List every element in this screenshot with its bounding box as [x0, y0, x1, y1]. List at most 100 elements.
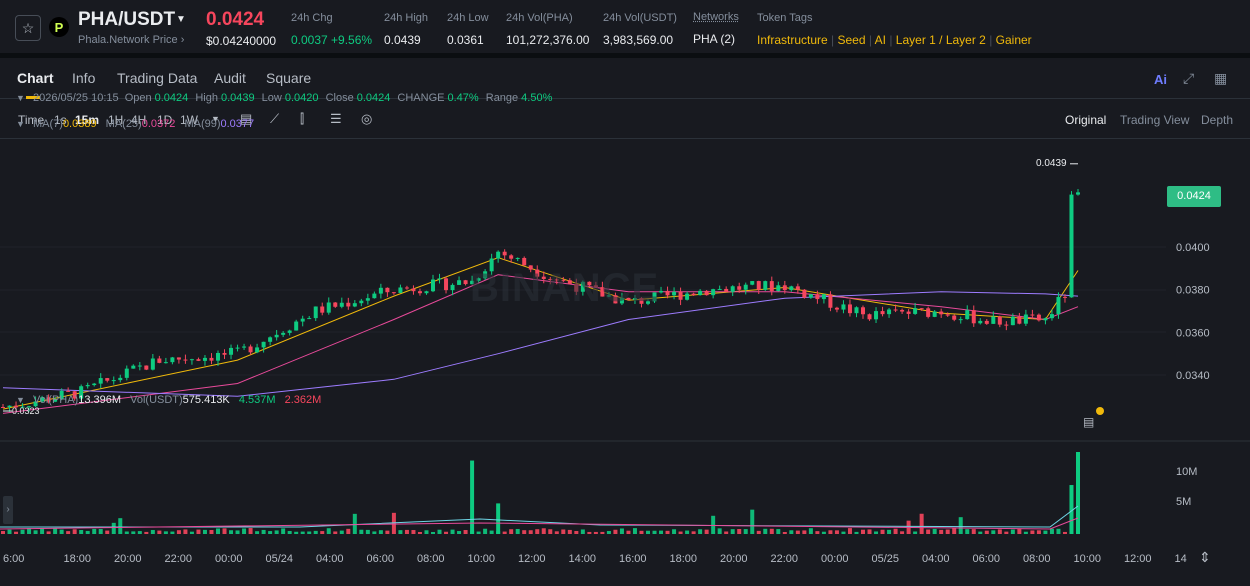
- volume-bar: [782, 531, 787, 534]
- stat-networks[interactable]: Networks PHA (2): [693, 11, 739, 46]
- volume-bar: [463, 530, 468, 534]
- volume-bar: [333, 531, 338, 534]
- time-tick-label: 06:00: [367, 553, 395, 565]
- time-tick-label: 00:00: [215, 553, 243, 565]
- volume-bar: [79, 530, 84, 534]
- indicator-icon[interactable]: ⟋: [270, 111, 280, 126]
- candle-body: [626, 297, 631, 300]
- token-tags: Token Tags Infrastructure | Seed | AI | …: [757, 12, 1032, 47]
- candle-body: [229, 347, 234, 355]
- candle-body: [385, 287, 390, 293]
- volume-bar: [118, 518, 123, 534]
- volume-bar: [665, 530, 670, 534]
- candlestick-chart[interactable]: 0.0400 0.0380 0.0360 0.0340 10M 5M 6:00 18:00 20…: [0, 82, 1250, 586]
- ma99-line: [2, 291, 1079, 397]
- volume-bar: [476, 531, 481, 534]
- volume-bar: [619, 528, 624, 534]
- volume-bar: [385, 530, 390, 534]
- volume-bar: [632, 528, 637, 534]
- tag-infrastructure[interactable]: Infrastructure: [757, 33, 828, 47]
- stat-24h-vol-pha: 24h Vol(PHA) 101,272,376.00: [506, 12, 590, 47]
- time-tick-label: 14:00: [569, 553, 597, 565]
- tab-square[interactable]: Square: [266, 70, 312, 86]
- candle-body: [417, 291, 422, 294]
- candle-body: [1069, 194, 1074, 298]
- volume-bar: [1036, 530, 1041, 534]
- candle-body: [978, 320, 983, 324]
- tab-trading-data[interactable]: Trading Data: [117, 70, 198, 86]
- candle-type-icon[interactable]: ⫿: [300, 111, 305, 126]
- view-trading-view[interactable]: Trading View: [1120, 113, 1190, 127]
- candle-body: [1076, 192, 1080, 195]
- timeframe-1w[interactable]: 1W: [180, 113, 198, 127]
- candle-body: [698, 290, 703, 296]
- tag-gainer[interactable]: Gainer: [995, 33, 1032, 47]
- volume-bar: [945, 529, 950, 534]
- candle-body: [561, 280, 566, 282]
- time-tick-label: 18:00: [670, 553, 698, 565]
- volume-bar: [880, 529, 885, 534]
- volume-bar: [646, 530, 650, 534]
- timeframe-4h[interactable]: 4H: [131, 113, 147, 127]
- candle-body: [483, 271, 488, 279]
- time-tick-label: 05/25: [872, 553, 900, 565]
- volume-bar: [72, 529, 77, 534]
- candle-body: [476, 278, 481, 281]
- candle-body: [828, 294, 833, 308]
- volume-bar: [789, 530, 794, 534]
- tag-ai[interactable]: AI: [874, 33, 886, 47]
- candle-body: [874, 311, 879, 320]
- chart-settings-icon[interactable]: ☰: [330, 111, 342, 126]
- time-label[interactable]: Time: [18, 113, 45, 127]
- candle-body: [984, 320, 989, 324]
- notes-icon[interactable]: ▤: [1083, 415, 1095, 429]
- candle-body: [861, 307, 865, 315]
- time-tick-label: 00:00: [821, 553, 849, 565]
- timeframe-dropdown-icon[interactable]: ▼: [211, 114, 220, 124]
- candle-body: [567, 280, 572, 284]
- candle-body: [900, 309, 905, 312]
- volume-bar: [776, 529, 781, 534]
- expand-icon[interactable]: ⤢: [1183, 70, 1195, 86]
- volume-bar: [248, 528, 253, 534]
- layout-grid-icon[interactable]: ▦: [1214, 70, 1228, 86]
- volume-bar: [593, 531, 598, 534]
- candle-body: [593, 285, 598, 288]
- candle-body: [222, 352, 227, 355]
- pair-price-link[interactable]: Phala.Network Price ›: [78, 34, 185, 46]
- candle-body: [711, 289, 716, 296]
- volume-bar: [685, 530, 690, 534]
- volume-bar: [417, 531, 422, 534]
- candle-body: [945, 314, 950, 316]
- caret-down-icon[interactable]: ▼: [176, 14, 186, 25]
- pair-selector[interactable]: PHA/USDT: [78, 9, 176, 30]
- timeframe-1h[interactable]: 1H: [108, 113, 124, 127]
- tab-info[interactable]: Info: [72, 70, 96, 86]
- timeframe-1s[interactable]: 1s: [54, 113, 67, 127]
- expand-side-icon[interactable]: ›: [3, 496, 13, 524]
- favorite-star-icon[interactable]: ☆: [15, 15, 41, 41]
- candle-body: [1049, 314, 1054, 319]
- volume-bar: [98, 529, 103, 534]
- chart-axes: 0.0400 0.0380 0.0360 0.0340 10M 5M 6:00 18:00 20…: [3, 163, 1210, 565]
- view-original[interactable]: Original: [1065, 113, 1107, 127]
- ai-icon[interactable]: Ai: [1154, 72, 1167, 87]
- candle-body: [53, 398, 58, 402]
- alert-dot-icon[interactable]: [1096, 407, 1104, 415]
- tab-audit[interactable]: Audit: [214, 70, 246, 86]
- stat-24h-low: 24h Low 0.0361: [447, 12, 489, 47]
- tag-seed[interactable]: Seed: [837, 33, 866, 47]
- time-tick-label: 22:00: [771, 553, 799, 565]
- reset-scale-icon[interactable]: ⇕: [1199, 549, 1211, 565]
- target-icon[interactable]: ◎: [361, 111, 373, 126]
- volume-tick-label: 5M: [1176, 496, 1191, 508]
- tag-layer[interactable]: Layer 1 / Layer 2: [895, 33, 986, 47]
- binance-watermark: BINANCE: [470, 266, 660, 310]
- timeframe-1d[interactable]: 1D: [157, 113, 173, 127]
- calendar-icon[interactable]: ▤: [240, 111, 253, 126]
- tab-chart[interactable]: Chart: [17, 70, 54, 86]
- candle-body: [509, 255, 514, 259]
- timeframe-15m[interactable]: 15m: [75, 113, 100, 127]
- view-depth[interactable]: Depth: [1201, 113, 1234, 127]
- volume-pane: [0, 444, 1166, 540]
